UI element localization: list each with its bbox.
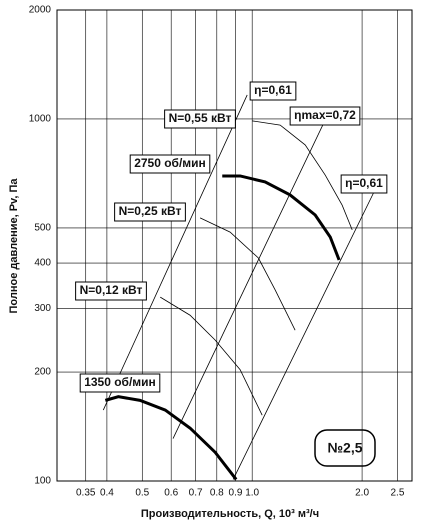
series-label-box <box>164 109 236 129</box>
x-tick-label: 1.0 <box>245 488 259 499</box>
series-line <box>172 119 326 439</box>
series-label-box <box>114 202 186 222</box>
y-tick-label: 300 <box>34 303 51 314</box>
series-label-box <box>79 373 161 393</box>
series-label-box <box>75 281 147 301</box>
series-label-box <box>340 174 388 194</box>
series-label: N=0,12 кВт <box>80 283 143 297</box>
y-tick-label: 1000 <box>29 114 52 125</box>
series-line <box>199 217 296 331</box>
series-line <box>102 94 248 411</box>
series-label-box <box>249 81 297 101</box>
y-tick-label: 100 <box>34 476 51 487</box>
series-label-box <box>289 106 361 126</box>
x-tick-label: 0.9 <box>229 488 243 499</box>
x-tick-label: 0.35 <box>76 488 96 499</box>
x-tick-label: 0.7 <box>189 488 203 499</box>
x-tick-label: 2.0 <box>355 488 369 499</box>
series-line <box>222 174 341 261</box>
series-label: ηmax=0,72 <box>294 108 356 122</box>
series-label: 2750 об/мин <box>134 156 206 170</box>
plot-frame <box>56 9 413 482</box>
x-tick-label: 0.6 <box>164 488 178 499</box>
x-tick-label: 0.5 <box>135 488 149 499</box>
x-tick-label: 2.5 <box>391 488 405 499</box>
series-label: η=0,61 <box>254 83 292 97</box>
series-line <box>104 395 238 481</box>
annotation-box <box>314 429 376 467</box>
y-tick-label: 500 <box>34 223 51 234</box>
series-label: 1350 об/мин <box>84 375 156 389</box>
annotation: №2,5 <box>327 440 362 456</box>
series-line <box>252 120 353 231</box>
x-tick-label: 0.8 <box>210 488 224 499</box>
series-label: N=0,25 кВт <box>119 204 182 218</box>
series-label: η=0,61 <box>345 176 383 190</box>
x-tick-label: 0.4 <box>100 488 114 499</box>
y-tick-label: 200 <box>34 367 51 378</box>
y-tick-label: 400 <box>34 258 51 269</box>
series-line <box>232 189 376 480</box>
y-axis-label: Полное давление, Pv, Па <box>8 178 20 314</box>
series-line <box>160 296 263 416</box>
x-axis-label: Производительность, Q, 10³ м³/ч <box>141 508 319 520</box>
series-label-box <box>129 154 211 174</box>
series-label: N=0,55 кВт <box>169 111 232 125</box>
y-tick-label: 2000 <box>29 5 52 16</box>
